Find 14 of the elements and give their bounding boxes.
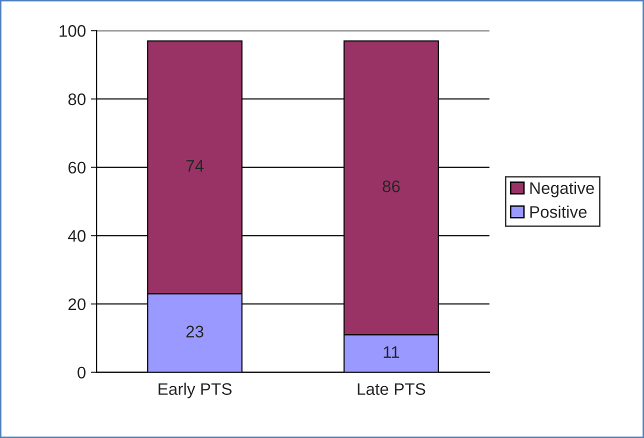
data-label: 23 <box>186 326 204 338</box>
legend-label: Positive <box>530 206 587 218</box>
y-tick-label: 60 <box>68 162 86 174</box>
legend-label: Negative <box>530 182 594 198</box>
y-tick-label: 0 <box>78 366 86 379</box>
data-label: 11 <box>384 346 400 358</box>
y-tick-label: 20 <box>68 298 86 310</box>
x-tick-label: Late PTS <box>358 383 426 395</box>
y-tick-label: 80 <box>68 93 86 106</box>
data-label: 74 <box>186 160 204 172</box>
y-tick-label: 100 <box>60 25 86 37</box>
y-tick-label: 40 <box>68 230 86 242</box>
data-label: 86 <box>382 180 400 192</box>
x-tick-label: Early PTS <box>158 382 232 398</box>
